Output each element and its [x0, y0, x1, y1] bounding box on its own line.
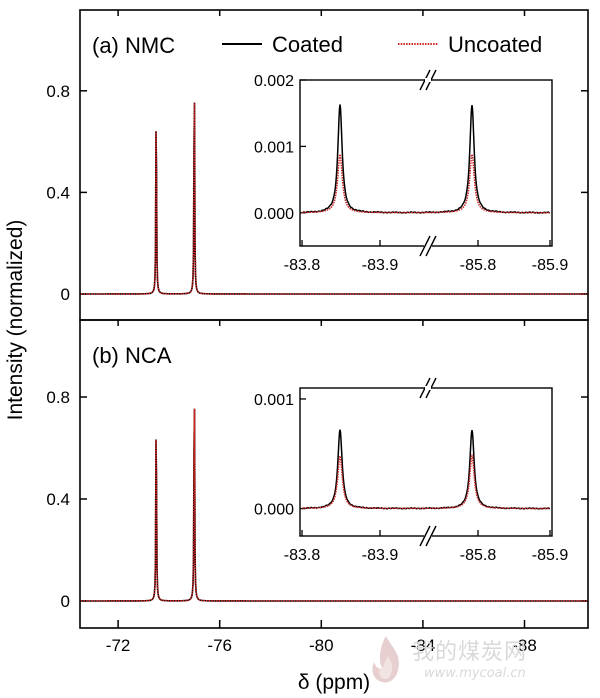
y-tick-label: 0.8	[46, 388, 70, 407]
inset-x-tick-label: -85.8	[460, 257, 497, 274]
panel-label: (a) NMC	[92, 33, 175, 58]
inset-x-tick-label: -83.9	[362, 547, 399, 564]
legend-coated-label: Coated	[272, 32, 343, 57]
x-tick-label: -88	[512, 636, 537, 655]
inset-y-tick-label: 0.000	[254, 502, 294, 519]
watermark-url: www.mycoal.cn	[424, 666, 526, 681]
axis-break-mark	[419, 525, 431, 547]
inset-frame	[299, 79, 553, 247]
inset-y-tick-label: 0.000	[254, 206, 294, 223]
inset-x-tick-label: -85.9	[532, 257, 569, 274]
axis-break-mark	[425, 525, 437, 547]
x-tick-label: -80	[309, 636, 334, 655]
axis-break-gap	[424, 243, 432, 249]
panel-label: (b) NCA	[92, 343, 172, 368]
inset-uncoated-series-line	[301, 151, 550, 214]
flame-logo-icon	[372, 636, 399, 683]
uncoated-series-line	[81, 102, 587, 295]
y-tick-label: 0	[61, 285, 70, 304]
inset-uncoated-series-line	[302, 453, 551, 510]
axis-break-mark	[419, 235, 431, 257]
inset-y-tick-label: 0.001	[254, 392, 294, 409]
axis-break-gap	[425, 78, 431, 82]
watermark: 我的煤炭网 www.mycoal.cn	[360, 628, 590, 692]
inset-x-tick-label: -83.9	[362, 257, 399, 274]
panel-frame	[79, 319, 589, 629]
axis-break-gap	[425, 386, 431, 390]
inset-x-tick-label: -85.9	[532, 547, 569, 564]
y-tick-label: 0	[61, 592, 70, 611]
legend-uncoated-label: Uncoated	[448, 32, 542, 57]
y-axis-label: Intensity (normalized)	[4, 220, 27, 421]
inset-y-tick-label: 0.001	[254, 139, 294, 156]
inset-y-tick-label: 0.002	[254, 73, 294, 90]
y-tick-label: 0.4	[46, 490, 70, 509]
x-axis-label: δ (ppm)	[298, 671, 370, 694]
inset-x-tick-label: -85.8	[460, 547, 497, 564]
axis-break-mark	[425, 235, 437, 257]
x-tick-label: -76	[207, 636, 232, 655]
uncoated-series-line	[81, 408, 587, 602]
watermark-text: 我的煤炭网	[412, 640, 528, 665]
inset-x-tick-label: -83.8	[284, 257, 321, 274]
y-tick-label: 0.8	[46, 82, 70, 101]
x-tick-label: -72	[106, 636, 131, 655]
x-tick-label: -84	[411, 636, 436, 655]
y-tick-label: 0.4	[46, 183, 70, 202]
inset-x-tick-label: -83.8	[284, 547, 321, 564]
axis-break-gap	[424, 533, 432, 539]
